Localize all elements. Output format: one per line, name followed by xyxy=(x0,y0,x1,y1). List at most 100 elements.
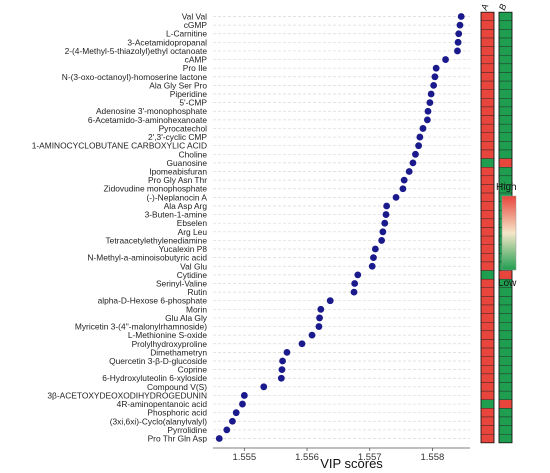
category-label: Dimethametryn xyxy=(150,347,207,357)
heatmap-cell xyxy=(480,210,495,220)
category-label: Pro Ile xyxy=(183,63,208,73)
data-point xyxy=(378,237,386,244)
category-label: (-)-Neplanocin A xyxy=(146,192,207,202)
data-point xyxy=(229,417,236,425)
heatmap-cell xyxy=(480,322,495,332)
heatmap-cell xyxy=(480,132,495,142)
category-label: Ipomeabisfuran xyxy=(149,167,207,177)
category-label: Pro Thr Gln Asp xyxy=(148,434,208,444)
heatmap-cell xyxy=(480,141,495,151)
heatmap-cell xyxy=(498,330,513,340)
data-point xyxy=(415,142,422,150)
heatmap-cell xyxy=(498,304,513,314)
heatmap-cell xyxy=(498,98,513,108)
heatmap-cell xyxy=(498,373,513,383)
data-point xyxy=(354,271,362,279)
data-point xyxy=(454,47,461,55)
data-point xyxy=(381,219,389,227)
category-label: Yucalexin P8 xyxy=(159,244,208,254)
category-label: Pro Gly Asn Thr xyxy=(148,175,207,185)
data-point xyxy=(350,288,358,296)
category-label: 4R-aminopentanoic acid xyxy=(117,399,208,409)
heatmap-cell xyxy=(480,80,495,90)
data-point xyxy=(277,374,285,382)
heatmap-column-border xyxy=(480,11,495,444)
heatmap-cell xyxy=(480,330,495,340)
heatmap-cell xyxy=(498,296,513,306)
heatmap-cell xyxy=(480,365,495,375)
heatmap-cell xyxy=(480,167,495,177)
category-label: Compound V(S) xyxy=(147,382,207,392)
heatmap-cell xyxy=(480,149,495,159)
heatmap-cell xyxy=(498,408,513,418)
heatmap-cell xyxy=(480,89,495,99)
heatmap-cell xyxy=(498,425,513,435)
category-label: Ala Asp Arg xyxy=(164,201,208,211)
heatmap-cell xyxy=(480,416,495,426)
data-point xyxy=(315,323,323,330)
heatmap-cell xyxy=(480,227,495,237)
heatmap-cell xyxy=(498,106,513,116)
category-label: Val Val xyxy=(182,12,207,22)
heatmap-cell xyxy=(480,244,495,254)
category-label: 3β-ACETOXYDEOXODIHYDROGEDUNIN xyxy=(47,390,207,400)
category-label: Myricetin 3-(4''-malonylrhamnoside) xyxy=(75,322,207,332)
data-point xyxy=(399,185,407,193)
category-label: Pyrrolidine xyxy=(167,425,207,435)
heatmap-cell xyxy=(480,235,495,245)
category-label: 3-Acetamidopropanal xyxy=(127,37,207,47)
heatmap-column-label: B xyxy=(497,2,508,11)
data-point xyxy=(419,125,427,132)
category-label: Glu Ala Gly xyxy=(165,313,208,323)
category-label: Rutin xyxy=(187,287,207,297)
data-point xyxy=(232,409,240,417)
heatmap-cell xyxy=(480,313,495,323)
category-label: cGMP xyxy=(184,20,208,30)
category-label: Tetraacetylethylenediamine xyxy=(106,235,208,245)
category-label: N-Methyl-a-aminoisobutyric acid xyxy=(87,253,207,263)
heatmap-cell xyxy=(480,175,495,185)
data-point xyxy=(382,211,390,218)
heatmap-cell xyxy=(498,55,513,65)
category-label: 6-Hydroxyluteolin 6-xyloside xyxy=(102,373,207,383)
data-point xyxy=(383,202,391,210)
heatmap-cell xyxy=(480,106,495,116)
category-label: Choline xyxy=(179,149,208,159)
data-point xyxy=(455,30,463,38)
heatmap-cell xyxy=(480,408,495,418)
x-axis-title: VIP scores xyxy=(320,456,383,471)
heatmap-cell xyxy=(480,20,495,30)
heatmap-cell xyxy=(480,29,495,39)
legend-high-label: High xyxy=(496,182,517,193)
heatmap-cell xyxy=(480,55,495,65)
data-point xyxy=(400,176,408,184)
data-points xyxy=(215,13,465,442)
heatmap-cell xyxy=(480,253,495,263)
heatmap-cell xyxy=(498,141,513,151)
heatmap-cell xyxy=(498,149,513,159)
heatmap-cell xyxy=(480,98,495,108)
data-point xyxy=(416,133,424,141)
heatmap-cell xyxy=(498,63,513,73)
heatmap-cell xyxy=(480,261,495,271)
category-label: N-(3-oxo-octanoyl)-homoserine lactone xyxy=(62,72,208,82)
category-label: Serinyl-Valine xyxy=(156,278,207,288)
heatmap-cell xyxy=(480,339,495,349)
category-label: (3xi,6xi)-Cyclo(alanylvalyl) xyxy=(110,416,207,426)
heatmap-cell xyxy=(480,37,495,47)
category-label: Quercetin 3-β-D-glucoside xyxy=(109,356,207,366)
data-point xyxy=(409,159,417,167)
category-label: 6-Acetamido-3-aminohexanoate xyxy=(88,115,208,125)
category-label: Arg Leu xyxy=(178,227,208,237)
data-point xyxy=(368,262,376,270)
heatmap-cell xyxy=(498,287,513,297)
heatmap-cell xyxy=(480,72,495,82)
legend-low-label: Low xyxy=(498,278,517,289)
heatmap-column-label: A xyxy=(479,2,491,12)
heatmap-cell xyxy=(498,365,513,375)
heatmap-cell xyxy=(480,270,495,280)
heatmap-cell xyxy=(480,287,495,297)
data-point xyxy=(426,99,434,107)
data-point xyxy=(442,56,449,63)
